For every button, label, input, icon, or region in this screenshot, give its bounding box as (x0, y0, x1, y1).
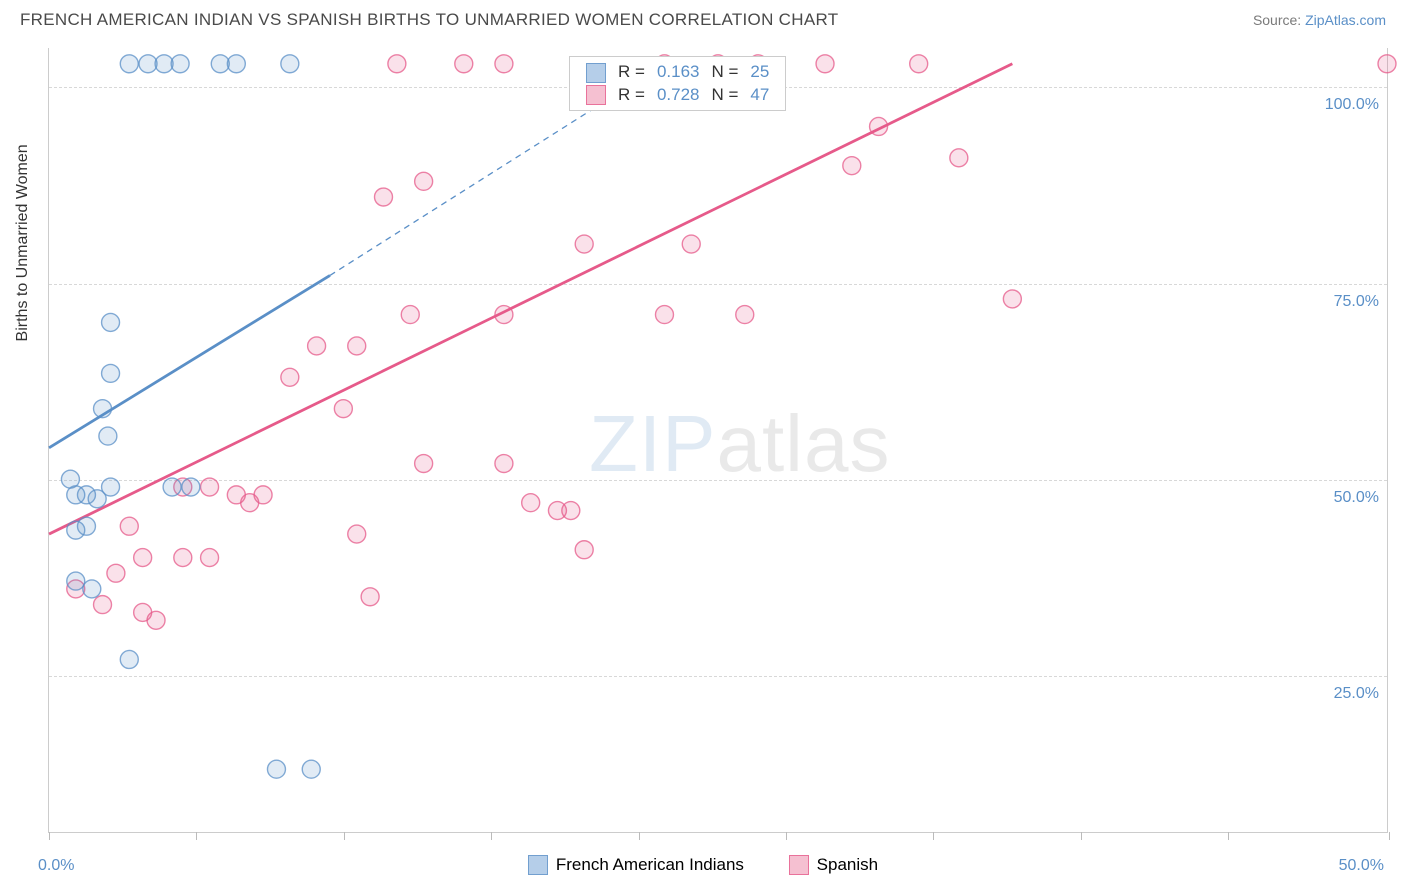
data-point (736, 306, 754, 324)
scatter-plot (49, 48, 1387, 832)
data-point (522, 494, 540, 512)
legend-swatch-blue (528, 855, 548, 875)
data-point (102, 478, 120, 496)
data-point (816, 55, 834, 73)
legend-swatch-pink (789, 855, 809, 875)
data-point (102, 313, 120, 331)
data-point (415, 172, 433, 190)
swatch-blue (586, 63, 606, 83)
y-axis-title: Births to Unmarried Women (14, 144, 32, 341)
source-attribution: Source: ZipAtlas.com (1253, 12, 1386, 28)
data-point (281, 368, 299, 386)
data-point (201, 478, 219, 496)
series-legend: French American Indians Spanish (0, 855, 1406, 880)
chart-plot-area: 25.0%50.0%75.0%100.0% R = 0.163 N = 25 R… (48, 48, 1388, 833)
data-point (495, 455, 513, 473)
data-point (102, 364, 120, 382)
data-point (281, 55, 299, 73)
data-point (120, 55, 138, 73)
data-point (120, 650, 138, 668)
data-point (455, 55, 473, 73)
data-point (267, 760, 285, 778)
data-point (415, 455, 433, 473)
data-point (139, 55, 157, 73)
data-point (227, 55, 245, 73)
data-point (171, 55, 189, 73)
data-point (575, 541, 593, 559)
data-point (94, 596, 112, 614)
data-point (375, 188, 393, 206)
regression-line (49, 275, 330, 447)
data-point (1378, 55, 1396, 73)
data-point (1003, 290, 1021, 308)
data-point (843, 157, 861, 175)
data-point (655, 306, 673, 324)
data-point (348, 525, 366, 543)
data-point (910, 55, 928, 73)
swatch-pink (586, 85, 606, 105)
data-point (182, 478, 200, 496)
data-point (388, 55, 406, 73)
stats-row-blue: R = 0.163 N = 25 (580, 61, 775, 84)
correlation-stats-legend: R = 0.163 N = 25 R = 0.728 N = 47 (569, 56, 786, 111)
legend-label-pink: Spanish (817, 855, 878, 875)
data-point (163, 478, 181, 496)
data-point (562, 502, 580, 520)
legend-label-blue: French American Indians (556, 855, 744, 875)
stats-row-pink: R = 0.728 N = 47 (580, 84, 775, 107)
data-point (99, 427, 117, 445)
data-point (401, 306, 419, 324)
data-point (147, 611, 165, 629)
data-point (211, 55, 229, 73)
data-point (201, 549, 219, 567)
data-point (134, 549, 152, 567)
source-link[interactable]: ZipAtlas.com (1305, 12, 1386, 28)
legend-item-blue: French American Indians (528, 855, 744, 875)
data-point (77, 517, 95, 535)
data-point (155, 55, 173, 73)
legend-item-pink: Spanish (789, 855, 878, 875)
data-point (83, 580, 101, 598)
data-point (950, 149, 968, 167)
data-point (302, 760, 320, 778)
data-point (254, 486, 272, 504)
data-point (308, 337, 326, 355)
regression-line (49, 64, 1012, 534)
data-point (575, 235, 593, 253)
data-point (107, 564, 125, 582)
data-point (495, 55, 513, 73)
data-point (174, 549, 192, 567)
data-point (682, 235, 700, 253)
data-point (334, 400, 352, 418)
data-point (348, 337, 366, 355)
chart-title: FRENCH AMERICAN INDIAN VS SPANISH BIRTHS… (20, 10, 838, 30)
data-point (120, 517, 138, 535)
data-point (361, 588, 379, 606)
data-point (67, 572, 85, 590)
